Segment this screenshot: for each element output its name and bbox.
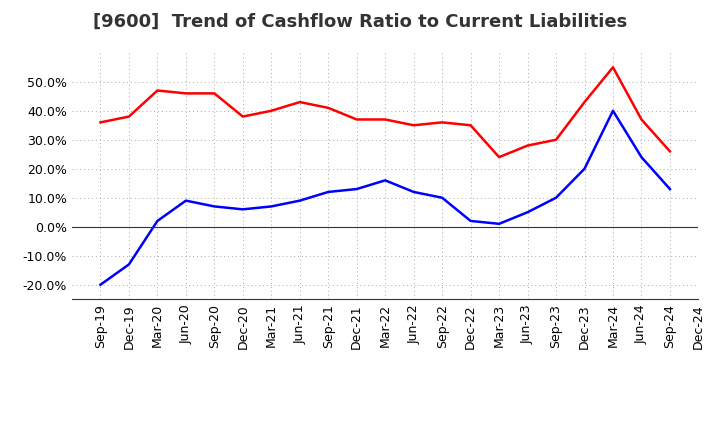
Text: [9600]  Trend of Cashflow Ratio to Current Liabilities: [9600] Trend of Cashflow Ratio to Curren… [93, 13, 627, 31]
Operating CF to Current Liabilities [153, 88, 162, 93]
Line: Free CF to Current Liabilities: Free CF to Current Liabilities [101, 111, 670, 285]
Free CF to Current Liabilities [381, 178, 390, 183]
Operating CF to Current Liabilities [181, 91, 190, 96]
Operating CF to Current Liabilities [665, 149, 674, 154]
Free CF to Current Liabilities [295, 198, 304, 203]
Free CF to Current Liabilities [181, 198, 190, 203]
Operating CF to Current Liabilities [410, 123, 418, 128]
Operating CF to Current Liabilities [96, 120, 105, 125]
Free CF to Current Liabilities [153, 218, 162, 224]
Operating CF to Current Liabilities [523, 143, 532, 148]
Free CF to Current Liabilities [210, 204, 219, 209]
Operating CF to Current Liabilities [295, 99, 304, 105]
Operating CF to Current Liabilities [438, 120, 446, 125]
Free CF to Current Liabilities [352, 187, 361, 192]
Operating CF to Current Liabilities [238, 114, 247, 119]
Free CF to Current Liabilities [495, 221, 503, 227]
Operating CF to Current Liabilities [125, 114, 133, 119]
Free CF to Current Liabilities [467, 218, 475, 224]
Operating CF to Current Liabilities [381, 117, 390, 122]
Free CF to Current Liabilities [410, 189, 418, 194]
Operating CF to Current Liabilities [637, 117, 646, 122]
Free CF to Current Liabilities [523, 209, 532, 215]
Operating CF to Current Liabilities [352, 117, 361, 122]
Free CF to Current Liabilities [552, 195, 560, 200]
Free CF to Current Liabilities [96, 282, 105, 287]
Free CF to Current Liabilities [580, 166, 589, 172]
Free CF to Current Liabilities [267, 204, 276, 209]
Free CF to Current Liabilities [438, 195, 446, 200]
Operating CF to Current Liabilities [608, 65, 617, 70]
Line: Operating CF to Current Liabilities: Operating CF to Current Liabilities [101, 67, 670, 157]
Operating CF to Current Liabilities [324, 105, 333, 110]
Operating CF to Current Liabilities [495, 154, 503, 160]
Free CF to Current Liabilities [665, 187, 674, 192]
Operating CF to Current Liabilities [467, 123, 475, 128]
Free CF to Current Liabilities [324, 189, 333, 194]
Free CF to Current Liabilities [637, 154, 646, 160]
Free CF to Current Liabilities [608, 108, 617, 114]
Operating CF to Current Liabilities [210, 91, 219, 96]
Free CF to Current Liabilities [238, 207, 247, 212]
Operating CF to Current Liabilities [580, 99, 589, 105]
Operating CF to Current Liabilities [267, 108, 276, 114]
Legend: Operating CF to Current Liabilities, Free CF to Current Liabilities: Operating CF to Current Liabilities, Fre… [103, 434, 667, 440]
Free CF to Current Liabilities [125, 262, 133, 267]
Operating CF to Current Liabilities [552, 137, 560, 143]
